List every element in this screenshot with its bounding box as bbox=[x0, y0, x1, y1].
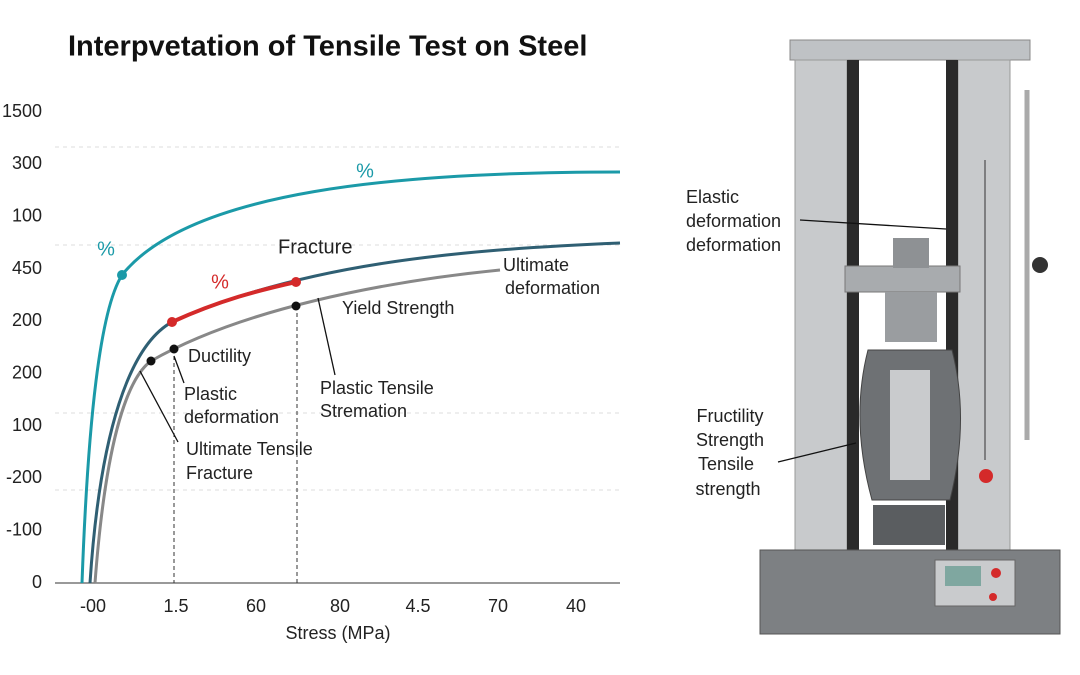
machine-label: Fructility bbox=[697, 406, 764, 426]
annotation: % bbox=[211, 271, 229, 293]
y-tick-label: -200 bbox=[6, 467, 42, 487]
annotation: Fracture bbox=[186, 463, 253, 483]
x-tick-label: 1.5 bbox=[163, 596, 188, 616]
point bbox=[146, 356, 156, 366]
y-axis: 1500 300 100 450 200 200 100 -200 -100 0 bbox=[2, 101, 42, 592]
annotation: deformation bbox=[505, 278, 600, 298]
x-tick-label: 40 bbox=[566, 596, 586, 616]
arrows bbox=[777, 219, 947, 463]
arrows bbox=[139, 297, 336, 443]
y-tick-label: 450 bbox=[12, 258, 42, 278]
x-tick-label: 80 bbox=[330, 596, 350, 616]
machine-label: Tensile bbox=[698, 454, 754, 474]
x-axis-labels: -00 1.5 60 80 4.5 70 40 bbox=[80, 596, 586, 616]
x-tick-label: 60 bbox=[246, 596, 266, 616]
point bbox=[117, 270, 127, 280]
point bbox=[291, 277, 301, 287]
machine-label: Strength bbox=[696, 430, 764, 450]
machine-label: Elastic bbox=[686, 187, 739, 207]
annotation: deformation bbox=[184, 407, 279, 427]
y-tick-label: 100 bbox=[12, 205, 42, 225]
annotation: Ultimate Tensile bbox=[186, 439, 313, 459]
y-tick-label: 0 bbox=[32, 572, 42, 592]
plot bbox=[55, 146, 621, 584]
annotation: % bbox=[97, 238, 115, 260]
curve-red bbox=[171, 280, 297, 324]
title: Interpvetation of Tensile Test on Steel bbox=[68, 31, 587, 63]
annotation: % bbox=[356, 160, 374, 182]
x-tick-label: 4.5 bbox=[405, 596, 430, 616]
annotation: Fracture bbox=[278, 236, 352, 258]
annotation: Yield Strength bbox=[342, 298, 454, 318]
y-tick-label: 300 bbox=[12, 153, 42, 173]
x-axis-title: Stress (MPa) bbox=[285, 623, 390, 643]
y-tick-label: 200 bbox=[12, 310, 42, 330]
curve-gray bbox=[93, 268, 501, 584]
y-tick-label: 200 bbox=[12, 362, 42, 382]
y-tick-label: 1500 bbox=[2, 101, 42, 121]
annotation: Plastic Tensile bbox=[320, 378, 434, 398]
machine-label: deformation bbox=[686, 235, 781, 255]
annotation: Ductility bbox=[188, 346, 251, 366]
machine-label: strength bbox=[695, 479, 760, 499]
curve-teal bbox=[80, 170, 621, 584]
machine-label: deformation bbox=[686, 211, 781, 231]
annotation: Stremation bbox=[320, 401, 407, 421]
point bbox=[169, 344, 179, 354]
point bbox=[167, 317, 177, 327]
x-tick-label: 70 bbox=[488, 596, 508, 616]
x-tick-label: -00 bbox=[80, 596, 106, 616]
annotation: Plastic bbox=[184, 384, 237, 404]
tensile-machine bbox=[759, 39, 1061, 635]
y-tick-label: 100 bbox=[12, 415, 42, 435]
annotation: Ultimate bbox=[503, 255, 569, 275]
point bbox=[291, 301, 301, 311]
y-tick-label: -100 bbox=[6, 519, 42, 539]
